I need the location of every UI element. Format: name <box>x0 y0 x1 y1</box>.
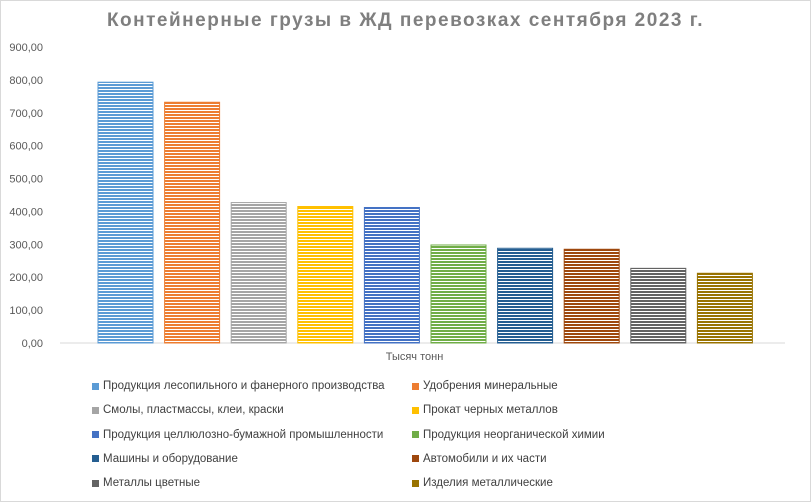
bar <box>97 81 154 344</box>
y-tick-label: 0,00 <box>22 338 43 350</box>
legend-item: Удобрения минеральные <box>412 380 558 392</box>
legend-item: Смолы, пластмассы, клеи, краски <box>92 404 284 416</box>
legend-swatch <box>412 382 419 390</box>
bar <box>164 101 221 344</box>
y-tick-label: 600,00 <box>9 141 43 153</box>
legend-label: Изделия металлические <box>423 477 553 490</box>
bars <box>97 81 753 344</box>
bar <box>497 247 554 344</box>
legend-swatch <box>412 431 419 439</box>
y-tick-label: 200,00 <box>9 272 43 284</box>
legend-item: Автомобили и их части <box>412 453 547 465</box>
legend-swatch <box>92 455 99 463</box>
y-tick-label: 100,00 <box>9 305 43 317</box>
bar <box>363 206 420 344</box>
bar <box>630 267 687 344</box>
y-tick-label: 300,00 <box>9 239 43 251</box>
legend-label: Смолы, пластмассы, клеи, краски <box>103 404 284 417</box>
x-axis-label: Тысяч тонн <box>386 351 444 363</box>
legend-swatch <box>412 455 419 463</box>
legend-item: Прокат черных металлов <box>412 404 558 416</box>
bar <box>430 244 487 344</box>
bar <box>230 202 287 344</box>
y-tick-label: 400,00 <box>9 206 43 218</box>
legend-item: Продукция лесопильного и фанерного произ… <box>92 380 385 392</box>
y-tick-label: 900,00 <box>9 42 43 54</box>
legend-item: Машины и оборудование <box>92 453 238 465</box>
y-axis: 0,00 100,00 200,00 300,00 400,00 500,00 600,00… <box>9 42 43 350</box>
legend-swatch <box>412 479 419 487</box>
legend-label: Продукция неорганической химии <box>423 428 605 441</box>
chart-title: Контейнерные грузы в ЖД перевозках сентя… <box>106 10 705 31</box>
legend-swatch <box>412 406 419 414</box>
legend-item: Изделия металлические <box>412 477 553 489</box>
legend-label: Удобрения минеральные <box>423 380 558 392</box>
legend-item: Металлы цветные <box>92 477 200 489</box>
y-tick-label: 500,00 <box>9 174 43 186</box>
legend-label: Машины и оборудование <box>103 452 238 465</box>
bar <box>297 206 354 344</box>
legend-label: Прокат черных металлов <box>423 404 558 417</box>
legend-label: Автомобили и их части <box>423 452 547 465</box>
legend-label: Продукция целлюлозно-бумажной промышленн… <box>103 428 384 441</box>
legend-item: Продукция неорганической химии <box>412 429 605 441</box>
bar <box>563 248 620 344</box>
legend-label: Продукция лесопильного и фанерного произ… <box>103 380 385 392</box>
legend-swatch <box>92 382 99 390</box>
y-tick-label: 700,00 <box>9 108 43 120</box>
legend-label: Металлы цветные <box>103 477 200 490</box>
legend-swatch <box>92 431 99 439</box>
legend-swatch <box>92 479 99 487</box>
y-tick-label: 800,00 <box>9 75 43 87</box>
legend-swatch <box>92 406 99 414</box>
bar <box>696 272 753 344</box>
legend-item: Продукция целлюлозно-бумажной промышленн… <box>92 429 383 441</box>
